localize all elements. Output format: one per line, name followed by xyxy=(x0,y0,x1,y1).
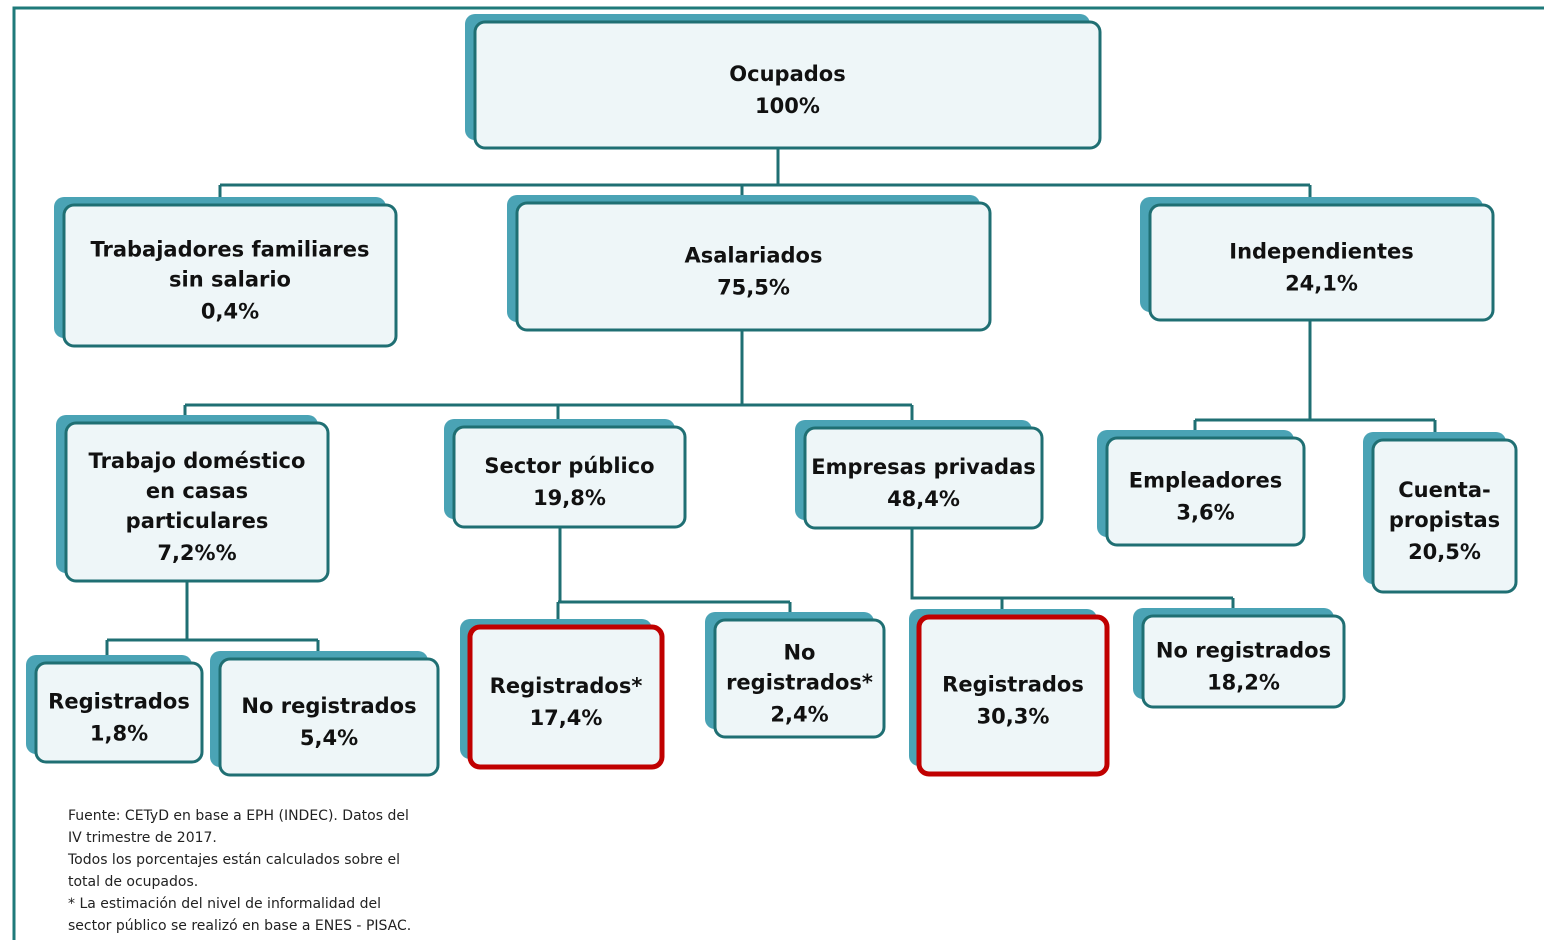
node-label: en casas xyxy=(146,479,248,503)
node-value: 24,1% xyxy=(1285,272,1358,296)
node-label: No registrados xyxy=(241,694,416,718)
node-label: Sector público xyxy=(484,454,654,478)
node-value: 2,4% xyxy=(770,703,828,727)
node-value: 17,4% xyxy=(530,706,603,730)
node-label: propistas xyxy=(1389,508,1500,532)
node-box xyxy=(1141,614,1346,709)
node-value: 7,2%% xyxy=(157,541,236,565)
node-label: No xyxy=(783,641,815,665)
footnote-line: Fuente: CETyD en base a EPH (INDEC). Dat… xyxy=(68,808,409,824)
frame xyxy=(12,6,1544,940)
node-label: Ocupados xyxy=(729,62,845,86)
footnote-line: Todos los porcentajes están calculados s… xyxy=(67,852,400,868)
node-box xyxy=(473,20,1102,150)
node-label: Asalariados xyxy=(685,244,823,268)
node-value: 75,5% xyxy=(717,276,790,300)
node-label: Registrados xyxy=(942,673,1084,697)
footnote-line: total de ocupados. xyxy=(68,874,198,890)
node-label: Empresas privadas xyxy=(811,455,1036,479)
node-box xyxy=(1371,438,1518,594)
node-box xyxy=(515,201,992,332)
node-box xyxy=(452,425,687,529)
node-value: 30,3% xyxy=(977,705,1050,729)
node-label: Trabajo doméstico xyxy=(89,449,306,473)
node-label: Independientes xyxy=(1229,240,1413,264)
node-box xyxy=(803,426,1044,530)
footnote-line: * La estimación del nivel de informalida… xyxy=(68,896,381,912)
node-box xyxy=(218,657,440,777)
connector xyxy=(1193,320,1437,440)
connector xyxy=(218,148,1312,205)
footnote-line: sector público se realizó en base a ENES… xyxy=(68,918,411,934)
node-value: 20,5% xyxy=(1408,540,1481,564)
node-label: Registrados* xyxy=(490,674,643,698)
node-label: registrados* xyxy=(726,671,873,695)
node-value: 0,4% xyxy=(201,300,259,324)
node-label: Trabajadores familiares xyxy=(90,238,369,262)
footnote-line: IV trimestre de 2017. xyxy=(68,830,217,846)
node-box xyxy=(1105,436,1306,547)
node-value: 48,4% xyxy=(887,487,960,511)
node-value: 100% xyxy=(755,94,820,118)
node-value: 19,8% xyxy=(533,486,606,510)
node-box xyxy=(62,203,398,348)
node-label: particulares xyxy=(126,509,269,533)
connector xyxy=(556,527,792,627)
node-label: sin salario xyxy=(169,268,291,292)
node-value: 3,6% xyxy=(1176,501,1234,525)
node-box xyxy=(713,618,886,739)
node-value: 5,4% xyxy=(300,726,358,750)
connector xyxy=(105,581,320,663)
node-box xyxy=(916,614,1110,777)
node-label: Cuenta- xyxy=(1398,478,1490,502)
node-label: Empleadores xyxy=(1129,469,1282,493)
connector xyxy=(183,330,914,428)
node-value: 1,8% xyxy=(90,722,148,746)
node-box xyxy=(64,421,330,583)
node-label: No registrados xyxy=(1156,639,1331,663)
node-box xyxy=(34,661,204,764)
node-label: Registrados xyxy=(48,690,190,714)
node-box xyxy=(1148,203,1495,322)
node-value: 18,2% xyxy=(1207,671,1280,695)
node-box xyxy=(467,624,665,770)
